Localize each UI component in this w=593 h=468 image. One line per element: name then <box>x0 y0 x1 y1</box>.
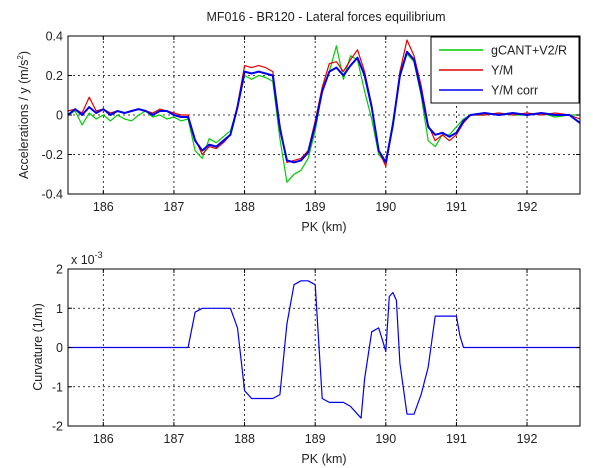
bottom-ticks: 186 187 188 189 190 191 192 -2 -1 0 1 2 <box>52 263 580 446</box>
legend-label: Y/M corr <box>491 84 538 98</box>
y-tick-label: 0.2 <box>46 69 63 83</box>
x-tick-label: 188 <box>234 432 255 446</box>
bottom-y-axis-label: Curvature (1/m) <box>31 303 45 391</box>
x-tick-label: 191 <box>446 200 467 214</box>
y-tick-label: 1 <box>56 302 63 316</box>
bottom-y-scale-base: x 10 <box>71 253 95 267</box>
y-tick-label: 0.4 <box>46 30 63 44</box>
top-x-axis-label: PK (km) <box>301 220 346 234</box>
x-tick-label: 188 <box>234 200 255 214</box>
series-line-y-m-corr <box>67 50 581 164</box>
x-tick-label: 187 <box>164 200 185 214</box>
bottom-chart: x 10-3 186 187 188 189 190 191 192 -2 -1 0 1 2 PK (… <box>31 250 581 466</box>
x-tick-label: 190 <box>375 200 396 214</box>
top-y-axis-label-main: Accelerations / y (m/s <box>17 60 31 179</box>
top-y-axis-label: Accelerations / y (m/s2) <box>16 51 31 179</box>
y-tick-label: -0.2 <box>41 148 63 162</box>
top-ticks: 186 187 188 189 190 191 192 -0.4 -0.2 0 0.2 0.4 <box>41 30 580 214</box>
x-tick-label: 191 <box>446 432 467 446</box>
top-chart-title: MF016 - BR120 - Lateral forces equilibri… <box>207 10 446 24</box>
bottom-y-scale-exponent: -3 <box>95 250 103 260</box>
top-y-axis-label-close: ) <box>17 51 31 55</box>
legend-label: gCANT+V2/R <box>491 44 567 58</box>
y-tick-label: 0 <box>56 109 63 123</box>
y-tick-label: 2 <box>56 263 63 277</box>
x-tick-label: 186 <box>93 200 114 214</box>
bottom-grid <box>68 269 580 426</box>
top-legend: gCANT+V2/R Y/M Y/M corr <box>430 36 580 104</box>
y-tick-label: -2 <box>52 420 63 434</box>
bottom-y-scale-factor: x 10-3 <box>71 250 103 267</box>
y-tick-label: 0 <box>56 341 63 355</box>
x-tick-label: 192 <box>517 200 538 214</box>
x-tick-label: 186 <box>93 432 114 446</box>
x-tick-label: 189 <box>305 432 326 446</box>
top-y-axis-label-sup: 2 <box>16 55 25 60</box>
bottom-x-axis-label: PK (km) <box>301 452 346 466</box>
legend-label: Y/M <box>491 64 513 78</box>
bottom-series-group <box>68 280 580 419</box>
x-tick-label: 189 <box>305 200 326 214</box>
x-tick-label: 190 <box>375 432 396 446</box>
x-tick-label: 192 <box>517 432 538 446</box>
x-tick-label: 187 <box>164 432 185 446</box>
y-tick-label: -0.4 <box>41 188 63 202</box>
y-tick-label: -1 <box>52 380 63 394</box>
top-chart: MF016 - BR120 - Lateral forces equilibri… <box>16 10 581 234</box>
series-line-curvature <box>68 280 580 419</box>
top-series-group <box>67 39 581 183</box>
